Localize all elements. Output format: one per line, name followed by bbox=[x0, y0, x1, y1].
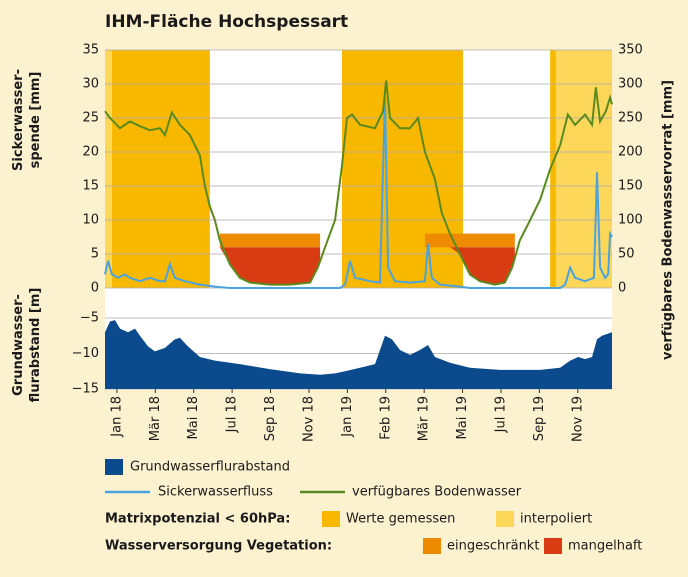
x-tick-label: Sep 19 bbox=[532, 396, 547, 441]
line bbox=[104, 80, 613, 286]
y-tick-label: 250 bbox=[618, 111, 643, 126]
y-tick-label: −10 bbox=[72, 346, 99, 361]
y-tick-label: −5 bbox=[80, 311, 99, 326]
y-tick-label: 10 bbox=[82, 213, 99, 228]
y2-axis-label: verfügbares Bodenwasservorrat [mm] bbox=[661, 80, 676, 360]
band bbox=[341, 50, 463, 288]
x-tick-label: Sep 18 bbox=[263, 396, 278, 441]
x-tick-label: Mär 18 bbox=[148, 396, 163, 441]
y-tick-label: −15 bbox=[72, 382, 99, 397]
y-axis-label-line: flurabstand [m] bbox=[28, 288, 43, 403]
x-tick-label: Jul 18 bbox=[225, 396, 240, 433]
supply-box bbox=[219, 233, 321, 248]
line bbox=[104, 97, 613, 289]
x-tick-label: Jan 19 bbox=[340, 396, 355, 438]
x-tick-label: Mai 19 bbox=[455, 396, 470, 439]
legend-swatch bbox=[423, 538, 441, 554]
legend-label: Werte gemessen bbox=[346, 512, 455, 527]
y-axis-label: Grundwasser-flurabstand [m] bbox=[11, 288, 43, 403]
legend-label: mangelhaft bbox=[568, 539, 642, 554]
y-tick-label: 50 bbox=[618, 247, 635, 262]
band bbox=[555, 50, 612, 288]
y-tick-label: 30 bbox=[82, 77, 99, 92]
y-axis-label-line: spende [mm] bbox=[28, 72, 43, 169]
x-tick-label: Feb 19 bbox=[378, 396, 393, 440]
y-axis-label-line: Sickerwasser- bbox=[11, 69, 26, 171]
legend-swatch bbox=[322, 511, 340, 527]
y-tick-label: 350 bbox=[618, 43, 643, 58]
legend-label: Sickerwasserfluss bbox=[158, 485, 273, 500]
y-tick-label: 25 bbox=[82, 111, 99, 126]
y-tick-label: 100 bbox=[618, 213, 643, 228]
legend-label: Grundwasserflurabstand bbox=[130, 460, 290, 475]
chart-title: IHM-Fläche Hochspessart bbox=[105, 12, 348, 32]
y-tick-label: 150 bbox=[618, 179, 643, 194]
y-tick-label: 200 bbox=[618, 145, 643, 160]
x-tick-label: Mär 19 bbox=[417, 396, 432, 441]
legend-swatch bbox=[496, 511, 514, 527]
legend-label: interpoliert bbox=[520, 512, 592, 527]
legend-group-label: Matrixpotenzial < 60hPa: bbox=[105, 512, 290, 527]
supply-area bbox=[424, 247, 515, 285]
supply-box bbox=[424, 233, 515, 248]
band bbox=[111, 50, 210, 288]
legend-label: verfügbares Bodenwasser bbox=[352, 485, 522, 500]
y-tick-label: 0 bbox=[618, 281, 626, 296]
y-axis-label-line: Grundwasser- bbox=[11, 294, 26, 396]
x-tick-label: Mai 18 bbox=[186, 396, 201, 439]
y-tick-label: 5 bbox=[91, 247, 99, 262]
y-tick-label: 0 bbox=[91, 281, 99, 296]
band bbox=[105, 50, 112, 288]
y-axis-label: Sickerwasser-spende [mm] bbox=[11, 69, 43, 171]
legend-group-label: Wasserversorgung Vegetation: bbox=[105, 539, 332, 554]
x-tick-label: Nov 19 bbox=[570, 396, 585, 442]
y-tick-label: 300 bbox=[618, 77, 643, 92]
supply-area bbox=[219, 247, 321, 285]
y-tick-label: 20 bbox=[82, 145, 99, 160]
legend-swatch bbox=[544, 538, 562, 554]
x-tick-label: Jan 18 bbox=[109, 396, 124, 438]
legend-label: eingeschränkt bbox=[447, 539, 539, 554]
legend-swatch bbox=[105, 459, 123, 475]
x-tick-label: Nov 18 bbox=[301, 396, 316, 442]
y-tick-label: 35 bbox=[82, 43, 99, 58]
band bbox=[550, 50, 556, 288]
y-tick-label: 15 bbox=[82, 179, 99, 194]
x-tick-label: Jul 19 bbox=[493, 396, 508, 433]
area bbox=[105, 320, 612, 389]
